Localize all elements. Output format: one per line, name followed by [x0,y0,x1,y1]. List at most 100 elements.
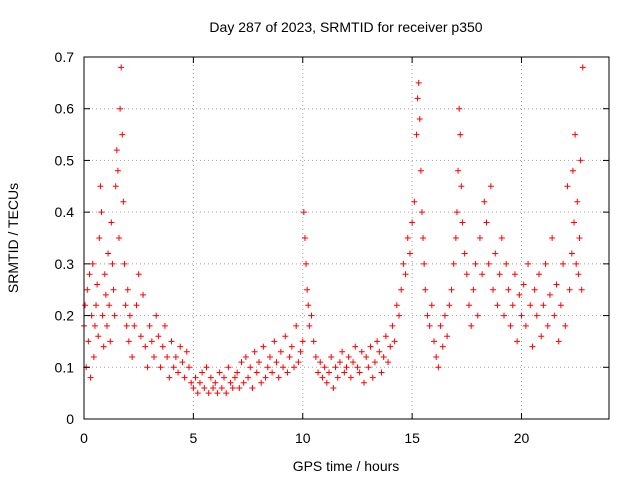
data-point [103,322,110,329]
data-point [527,302,534,309]
data-point [102,291,109,298]
data-point [99,312,106,319]
data-point [306,322,313,329]
data-point [468,322,475,329]
data-point [418,209,425,216]
data-point [86,271,93,278]
y-tick-label: 0.3 [55,256,75,272]
data-point [424,312,431,319]
data-point [396,312,402,319]
data-point [382,333,389,340]
data-point [487,183,494,190]
data-point [459,219,466,226]
data-point [84,286,91,293]
data-point [578,286,585,293]
data-point [363,353,370,360]
data-point [380,353,387,360]
data-point [126,312,133,319]
data-point [148,338,155,345]
data-point [458,183,465,190]
data-point [439,343,446,350]
data-point [94,281,101,288]
data-point [422,286,429,293]
data-point [421,260,428,267]
data-point [121,260,128,267]
data-point [323,379,330,386]
data-point [100,343,107,350]
data-point [376,348,383,355]
data-point [483,219,490,226]
data-point [192,374,199,381]
data-point [414,95,421,102]
data-point [101,271,108,278]
data-point [153,312,160,319]
data-point [295,359,302,366]
data-point [231,374,238,381]
data-point [210,384,217,391]
data-point [93,302,100,309]
data-point [529,343,536,350]
data-point [461,250,468,257]
data-point [177,343,184,350]
x-axis-label: GPS time / hours [293,458,400,474]
data-point [385,359,392,366]
data-point [574,198,581,205]
data-point [560,260,567,267]
data-point [551,312,558,319]
data-point [450,260,457,267]
data-point [271,338,278,345]
data-point [305,302,312,309]
data-point [575,271,582,278]
data-point [426,322,433,329]
data-point [511,271,518,278]
data-point [301,235,308,241]
data-point [229,384,236,391]
data-point [269,369,276,376]
data-point [113,147,120,154]
data-point [378,369,385,376]
data-point [411,198,418,205]
data-point [472,260,479,267]
data-point [266,353,273,360]
data-point [105,250,112,257]
data-point [361,379,367,386]
data-point [90,353,97,360]
data-point [428,302,435,309]
data-point [264,364,271,371]
data-point [300,209,307,216]
data-point [332,364,339,371]
y-tick-label: 0.4 [55,204,75,220]
data-point [444,333,451,340]
data-point [97,183,104,190]
y-tick-label: 0.2 [55,308,75,324]
data-point [216,369,223,376]
data-point [350,359,357,366]
data-point [463,271,470,278]
data-point [196,379,203,386]
data-point [247,364,254,371]
data-point [389,322,396,329]
data-point [253,369,260,376]
data-point [227,379,234,386]
data-point [183,348,190,355]
data-point [404,235,411,241]
data-point [520,281,527,288]
data-point [542,260,549,267]
data-point [544,322,551,329]
data-point [288,343,295,350]
data-point [284,369,291,376]
data-point [111,312,118,319]
data-point [341,369,348,376]
data-point [579,64,586,71]
data-point [402,271,409,278]
axis-ticks [83,56,609,420]
data-point [151,353,157,360]
data-point [354,364,361,371]
data-point [240,379,247,386]
data-point [282,333,289,340]
y-tick-label: 0.1 [55,359,75,375]
data-point [297,348,304,355]
data-point [304,286,311,293]
data-point [157,364,164,371]
